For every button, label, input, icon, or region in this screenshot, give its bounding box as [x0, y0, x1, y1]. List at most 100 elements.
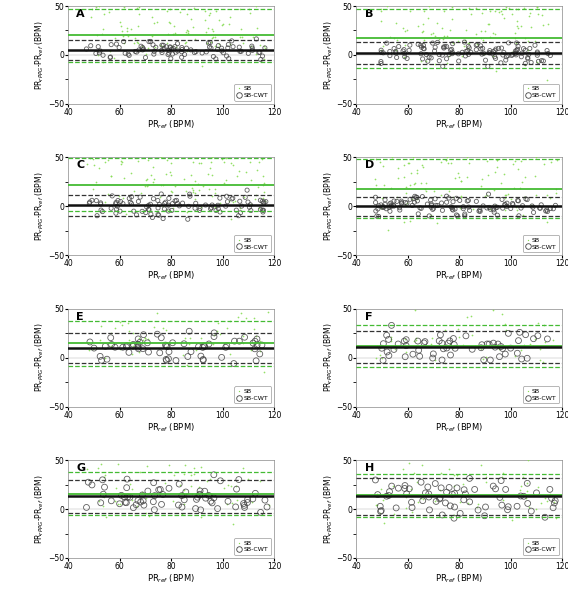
Point — [139, 500, 148, 510]
Point — [213, 504, 222, 514]
Point — [164, 194, 173, 203]
Point — [91, 2, 100, 12]
Legend: SB, SB-CWT: SB, SB-CWT — [523, 83, 559, 101]
Point — [95, 1, 104, 11]
Point — [195, 486, 204, 496]
Point — [259, 54, 268, 64]
Point — [215, 207, 224, 217]
Point — [485, 20, 494, 29]
Point — [379, 203, 389, 212]
Point — [126, 24, 135, 34]
Point — [189, 22, 198, 32]
Point — [148, 177, 157, 187]
Point — [201, 493, 210, 503]
Point — [521, 194, 531, 203]
Point — [215, 198, 224, 208]
Point — [223, 197, 232, 206]
Point — [521, 330, 530, 340]
Point — [531, 190, 540, 200]
Point — [166, 186, 176, 196]
Point — [529, 208, 538, 217]
Point — [382, 204, 391, 214]
Point — [394, 484, 403, 493]
Point — [222, 191, 231, 201]
Point — [452, 210, 461, 220]
Point — [218, 155, 227, 164]
Point — [168, 41, 177, 51]
X-axis label: PR$_{ref}$ (BPM): PR$_{ref}$ (BPM) — [147, 572, 195, 585]
Point — [400, 334, 410, 343]
Point — [516, 485, 525, 495]
X-axis label: PR$_{ref}$ (BPM): PR$_{ref}$ (BPM) — [436, 118, 483, 131]
Point — [233, 313, 243, 322]
Point — [124, 50, 133, 60]
Point — [210, 493, 219, 503]
Point — [459, 202, 468, 212]
Point — [162, 356, 171, 365]
Point — [132, 3, 141, 13]
Point — [431, 31, 440, 41]
Point — [127, 484, 136, 494]
Point — [402, 199, 411, 208]
Point — [96, 322, 105, 331]
Point — [249, 32, 258, 42]
Point — [222, 323, 231, 333]
Point — [217, 353, 226, 362]
Point — [447, 49, 456, 58]
Point — [191, 504, 200, 514]
Point — [426, 339, 435, 349]
Point — [407, 484, 416, 494]
Point — [439, 344, 448, 353]
Point — [165, 5, 174, 14]
Point — [158, 323, 168, 332]
Point — [419, 338, 428, 348]
Point — [503, 505, 512, 515]
Point — [141, 333, 150, 343]
Point — [463, 38, 473, 48]
Point — [161, 170, 170, 179]
Point — [415, 352, 424, 361]
Point — [150, 505, 159, 515]
Point — [142, 202, 151, 212]
Point — [186, 481, 195, 490]
Point — [448, 203, 457, 212]
Point — [453, 470, 462, 480]
Point — [420, 44, 429, 53]
Point — [195, 206, 204, 215]
Point — [495, 493, 504, 502]
Point — [208, 152, 217, 162]
Point — [410, 343, 419, 352]
Point — [463, 43, 473, 52]
Point — [165, 167, 174, 177]
Point — [441, 155, 450, 165]
Point — [532, 488, 541, 497]
Point — [442, 32, 451, 41]
Point — [544, 20, 553, 29]
Point — [551, 188, 560, 198]
Point — [262, 502, 272, 512]
Point — [448, 38, 457, 47]
Point — [245, 8, 254, 18]
Point — [87, 480, 97, 490]
Point — [151, 42, 160, 52]
Point — [104, 190, 113, 199]
Point — [485, 48, 494, 58]
Point — [208, 339, 218, 349]
Point — [407, 497, 416, 507]
Point — [139, 344, 148, 353]
Point — [190, 194, 199, 203]
Point — [148, 45, 157, 55]
Point — [435, 336, 444, 346]
Point — [449, 197, 458, 206]
Point — [406, 194, 415, 204]
Point — [127, 169, 136, 178]
Point — [385, 487, 394, 496]
Point — [118, 199, 127, 208]
Point — [428, 205, 437, 214]
Point — [101, 470, 110, 480]
Point — [450, 204, 460, 214]
Point — [516, 491, 525, 501]
Point — [228, 193, 237, 203]
Point — [524, 455, 533, 465]
Point — [162, 341, 171, 351]
